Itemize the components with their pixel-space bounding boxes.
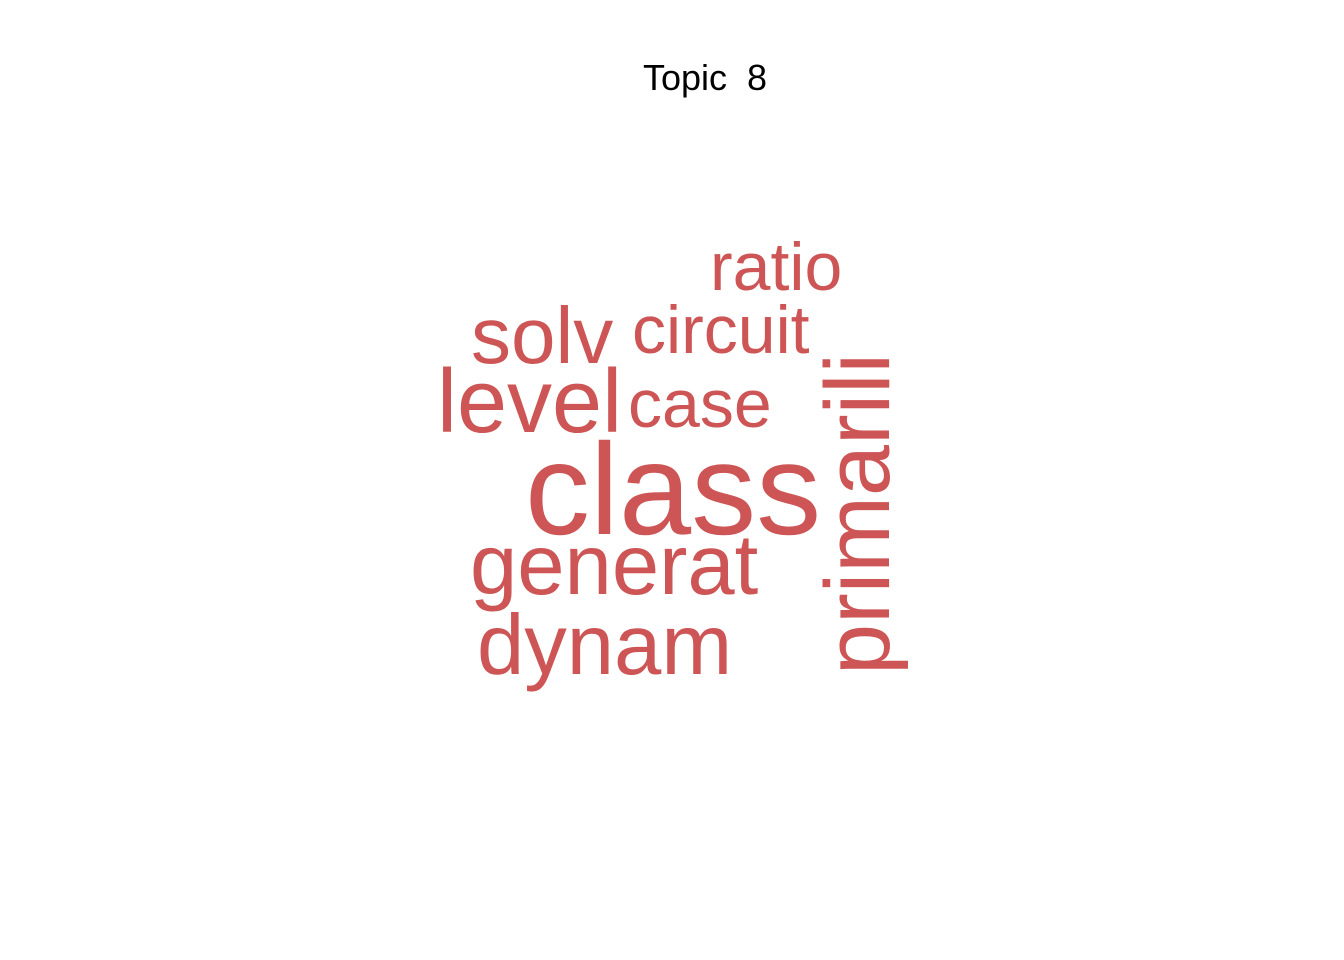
plot-title: Topic 8 [643, 57, 768, 98]
word-solv: solv [471, 291, 614, 380]
word-dynam: dynam [477, 598, 733, 693]
word-class: class [525, 416, 822, 562]
word-generat: generat [470, 518, 759, 613]
word-level: level [437, 352, 623, 452]
word-case: case [628, 366, 772, 442]
word-ratio: ratio [710, 229, 843, 305]
word-circuit: circuit [632, 292, 810, 368]
word-primarili: primarili [807, 353, 909, 675]
